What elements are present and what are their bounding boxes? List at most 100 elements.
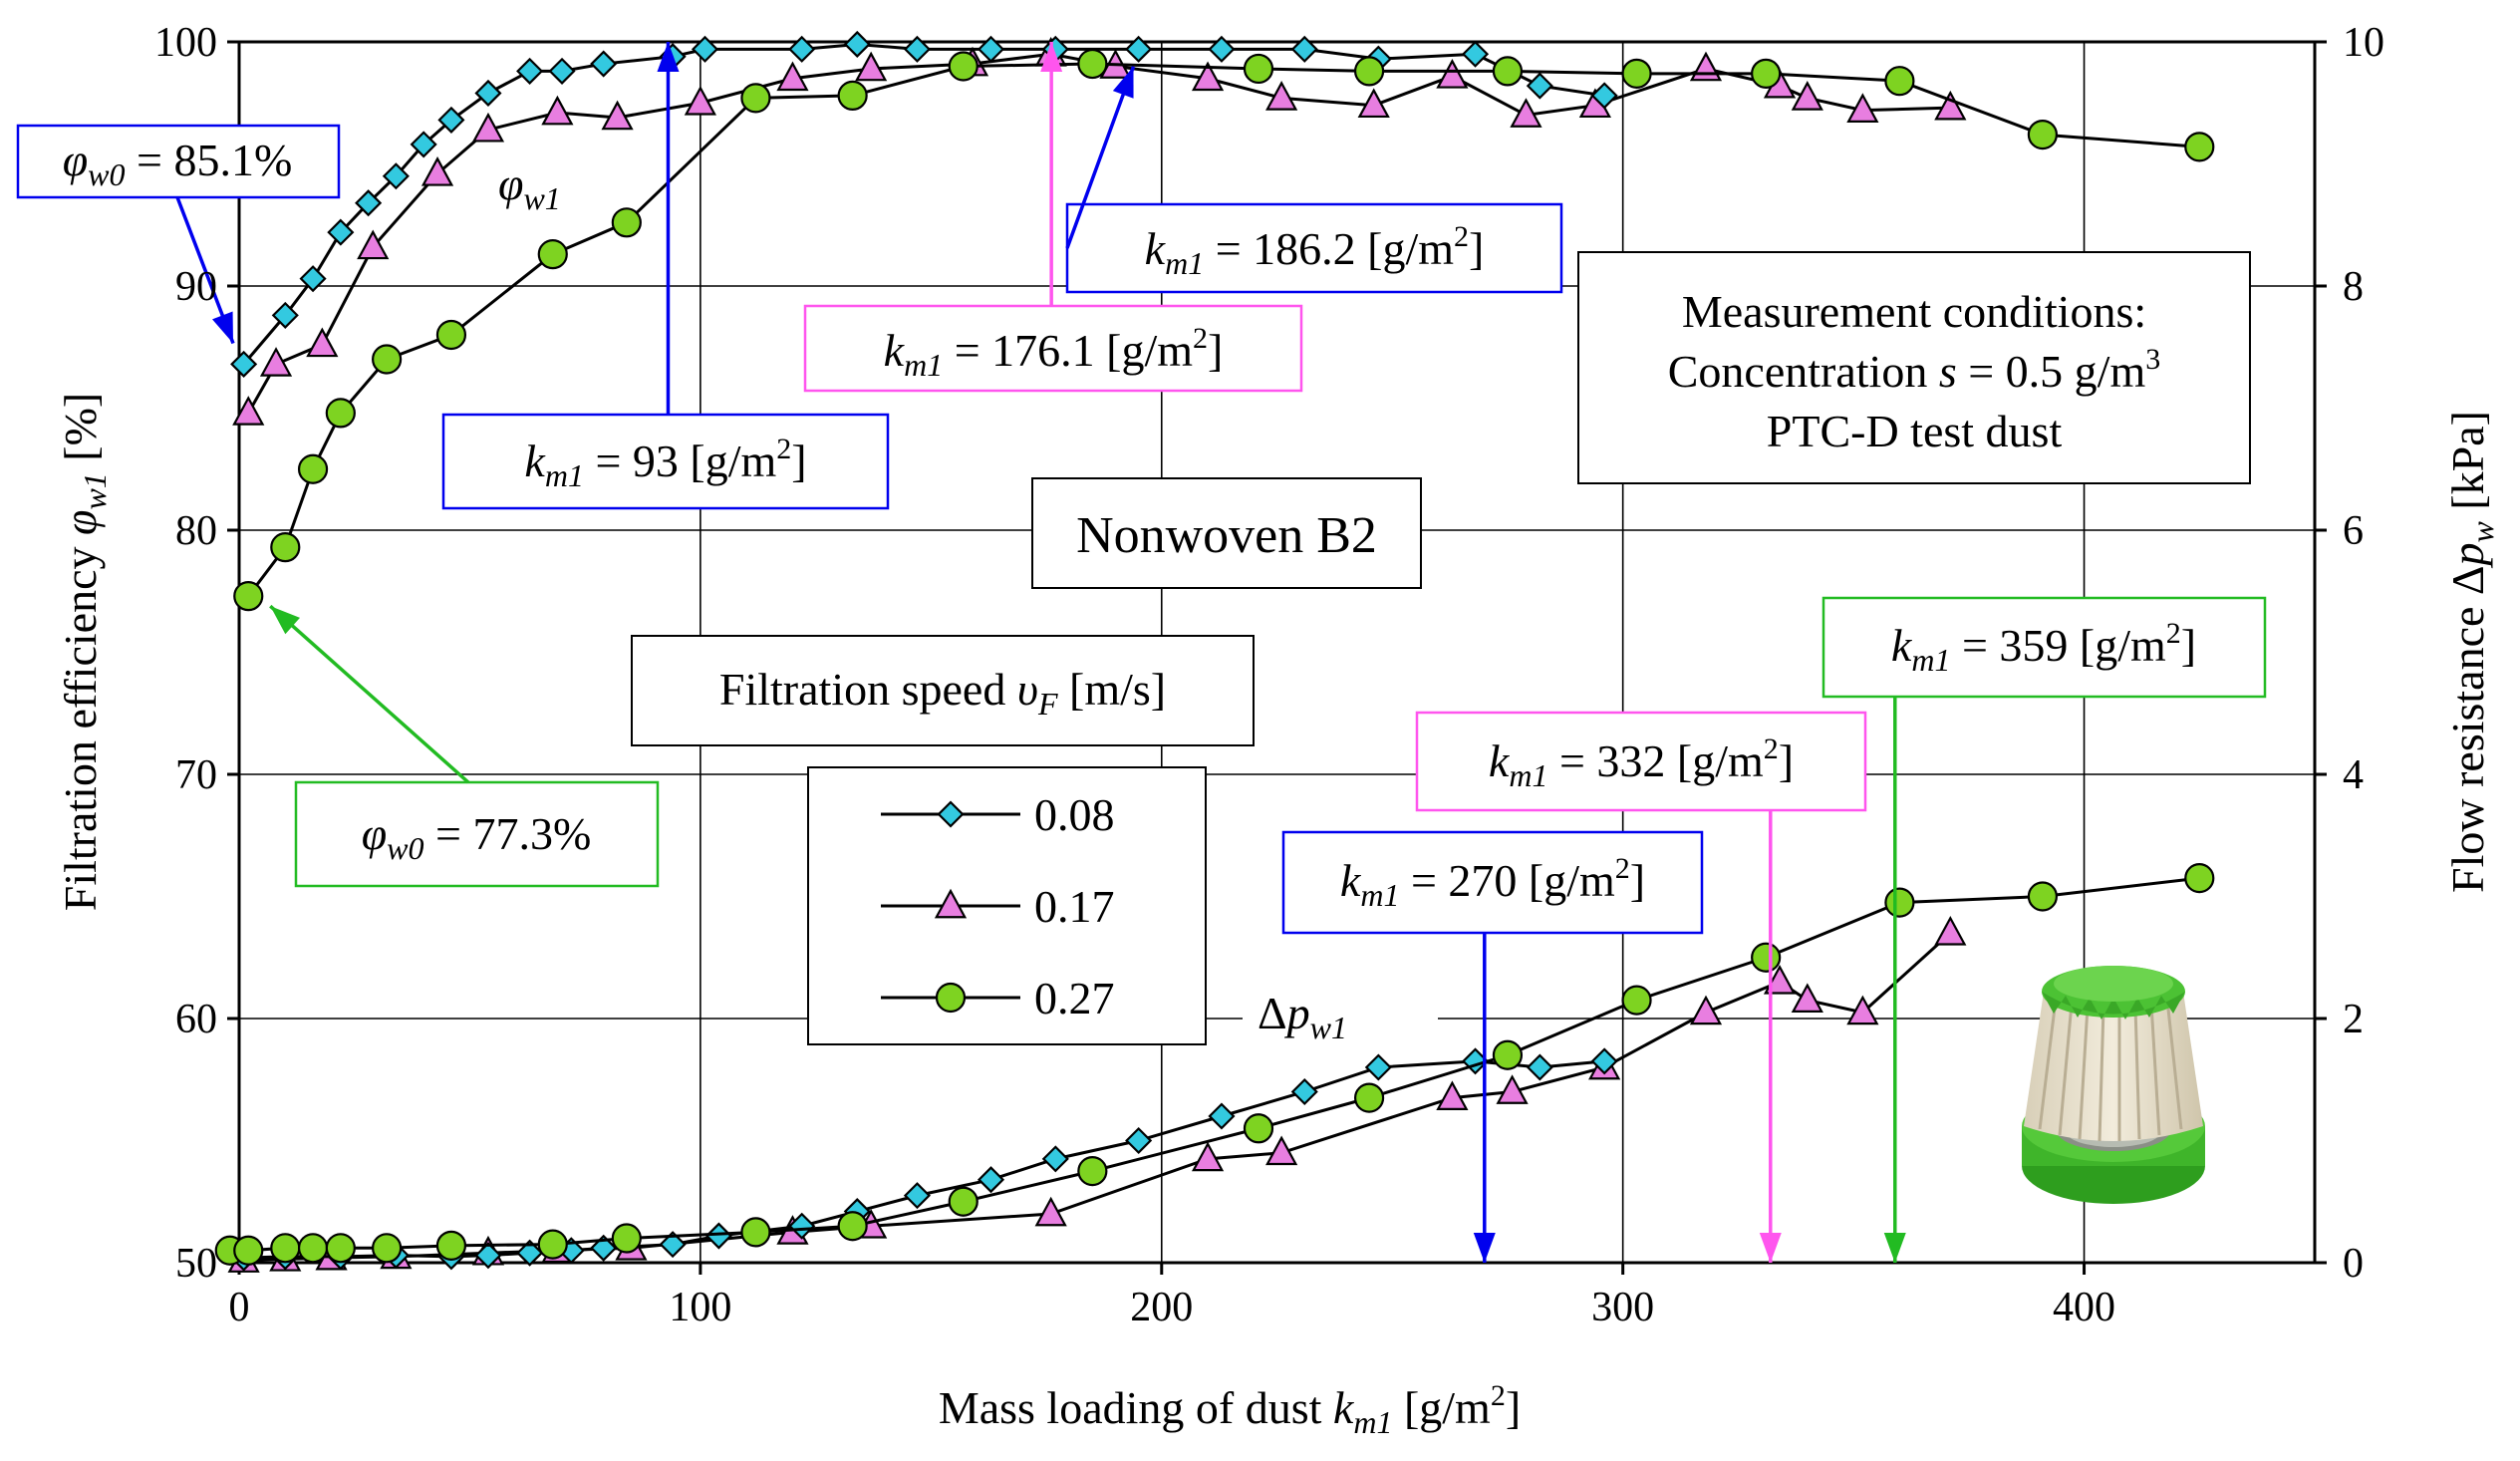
legend-label-0.27: 0.27 (1034, 973, 1115, 1023)
axis-ticks (227, 40, 2327, 1275)
series-0.08-resistance-line (243, 1059, 1605, 1260)
x-axis-title: Mass loading of dust km1 [g/m2] (939, 1379, 1521, 1440)
series-0.08-resistance-point (903, 1182, 932, 1210)
series-0.27-efficiency-point (537, 239, 568, 270)
series-0.17-resistance-point (1496, 1074, 1529, 1104)
y-left-tick-label-90: 90 (175, 264, 217, 310)
series-0.17-efficiency-point (232, 396, 265, 426)
x-tick-label-0: 0 (229, 1285, 250, 1330)
annotation-km1-332: km1 = 332 [g/m2] (1489, 732, 1794, 793)
conditions-line2: Concentration s = 0.5 g/m3 (1668, 343, 2161, 397)
series-0.27-resistance-point (1353, 1082, 1385, 1113)
series-0.08-resistance-point (474, 1242, 502, 1270)
series-0.27-resistance-point (435, 1230, 467, 1261)
annotation-arrows (175, 42, 1906, 1263)
y-left-tick-label-60: 60 (175, 997, 217, 1042)
y-right-tick-label-8: 8 (2343, 264, 2364, 310)
series-0.17-efficiency-point (420, 155, 454, 186)
series-0.08-resistance-point (659, 1231, 687, 1259)
series-0.27-resistance-point (611, 1223, 642, 1254)
series-0.27-efficiency-point (1621, 58, 1652, 89)
series-0.27-efficiency-point (435, 319, 467, 351)
series-0.17-efficiency-point (776, 61, 809, 92)
series-0.27-resistance-point (1243, 1113, 1274, 1144)
series-0.27-resistance-point (372, 1233, 403, 1264)
box-km1-270 (1281, 830, 1704, 935)
series-0.17-efficiency-point (1846, 93, 1879, 123)
series-0.08-efficiency-point (230, 350, 258, 378)
series-0.08-efficiency-point (327, 218, 355, 246)
y-right-tick-label-10: 10 (2343, 20, 2384, 66)
series-0.27-efficiency-point (297, 453, 329, 484)
arrow-km1-93-head (657, 42, 680, 72)
conditions-line1: Measurement conditions: (1682, 286, 2146, 337)
x-tick-label-200: 200 (1130, 1285, 1193, 1330)
arrow-km1-332-head (1759, 1233, 1782, 1263)
series-0.27-resistance-point (1492, 1039, 1524, 1070)
series-0.08-resistance-point (788, 1212, 816, 1240)
arrow-km1-186-head (1112, 66, 1134, 99)
box-legend-title (631, 635, 1255, 746)
y-left-tick-label-50: 50 (175, 1241, 217, 1287)
series-0.27-resistance-point (297, 1233, 329, 1264)
series-0.27-resistance-point (270, 1233, 301, 1264)
annotation-phi-w0-77: φw0 = 77.3% (362, 808, 592, 866)
series-0.08-efficiency-point (1290, 35, 1318, 63)
tick-labels: 0 100 200 300 400 50 60 70 80 90 100 0 2 4 6 8 10 (154, 20, 2384, 1330)
series-0.27-efficiency-point (325, 398, 356, 429)
series-0.08-efficiency-point (299, 265, 327, 293)
series-0.08-resistance-point (1590, 1047, 1618, 1075)
x-tick-label-100: 100 (669, 1285, 731, 1330)
series-0.17-efficiency-point (1436, 58, 1469, 89)
series-0.17-resistance-point (1689, 995, 1723, 1025)
y-left-tick-label-80: 80 (175, 508, 217, 554)
legend-marker-0.17 (934, 888, 968, 919)
series-0.17-resistance-point (1934, 915, 1967, 946)
series-0.27-resistance-point (2184, 863, 2215, 894)
series-0.08-efficiency-point (1461, 40, 1490, 68)
series-0.27-resistance-point (325, 1233, 356, 1264)
series-0.08-resistance-point (1041, 1145, 1069, 1173)
series-0.17-resistance-point (1846, 995, 1879, 1025)
box-km1-93 (441, 413, 890, 510)
series-0.17-efficiency-point (1357, 88, 1390, 119)
annotation-boxes (16, 124, 2267, 1045)
arrow-phi-w0-77-head (270, 606, 300, 635)
y-right-tick-label-2: 2 (2343, 997, 2364, 1042)
arrow-km1-186-shaft (1065, 66, 1136, 249)
series-0.27-efficiency-point (2184, 132, 2215, 162)
x-tick-label-300: 300 (1591, 1285, 1654, 1330)
y-left-tick-label-70: 70 (175, 752, 217, 798)
series-0.27-efficiency-point (948, 51, 979, 82)
y-left-axis-title: Filtration efficiency φw1 [%] (55, 393, 113, 912)
annotation-km1-359: km1 = 359 [g/m2] (1891, 617, 2196, 678)
series-0.27-efficiency-point (1243, 53, 1274, 85)
series-0.08-efficiency-point (355, 189, 383, 217)
series-0.27-resistance-point (740, 1217, 771, 1248)
series-0.17-efficiency-point (1689, 51, 1723, 82)
series-0.27-efficiency-point (2027, 120, 2058, 150)
series-0.27-efficiency-point (372, 344, 403, 375)
series-0.27-resistance-line (229, 876, 2200, 1253)
arrow-km1-270-head (1473, 1233, 1496, 1263)
series-0.08-efficiency-point (977, 35, 1005, 63)
series-0.27-efficiency-point (270, 532, 301, 563)
series-0.08-resistance-point (1290, 1077, 1318, 1106)
series-0.27-efficiency-point (1492, 56, 1524, 87)
series-0.17-efficiency-point (1934, 90, 1967, 121)
series-0.08-efficiency-point (437, 106, 465, 134)
data-series (214, 30, 2215, 1273)
chart-title: Nonwoven B2 (1076, 507, 1377, 564)
box-km1-359 (1821, 596, 2267, 699)
series-0.27-resistance-point (1884, 887, 1915, 918)
series-0.08-efficiency-point (474, 79, 502, 108)
series-0.17-efficiency-point (855, 51, 888, 82)
series-0.27-resistance-point (1751, 942, 1782, 973)
series-0.27-efficiency-point (1884, 66, 1915, 97)
series-0.08-efficiency-point (1125, 35, 1153, 63)
series-0.08-resistance-point (516, 1239, 544, 1267)
y-right-axis-title: Flow resistance Δpw [kPa] (2442, 411, 2500, 893)
series-0.27-resistance-point (2027, 881, 2058, 912)
